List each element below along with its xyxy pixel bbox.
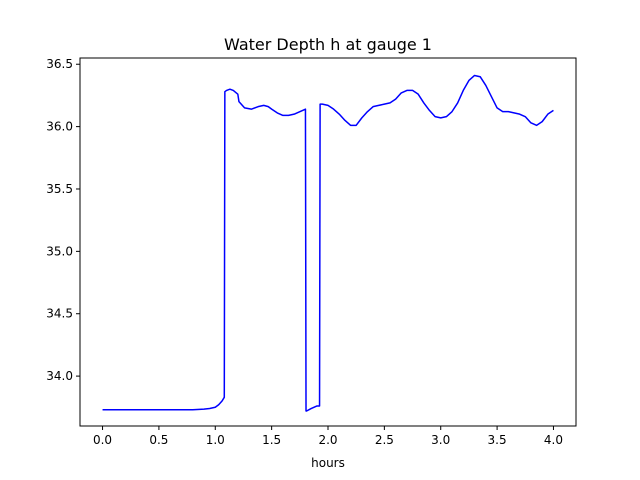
y-tick-label: 36.0 [46,120,73,134]
y-tick-label: 34.5 [46,307,73,321]
x-tick-label: 3.5 [488,433,507,447]
x-tick-label: 3.0 [431,433,450,447]
x-tick-label: 2.5 [375,433,394,447]
y-tick-label: 35.0 [46,244,73,258]
y-tick-label: 35.5 [46,182,73,196]
x-axis-label: hours [311,456,345,470]
x-tick-label: 1.0 [206,433,225,447]
x-tick-label: 4.0 [544,433,563,447]
chart-title: Water Depth h at gauge 1 [224,35,432,54]
y-tick-label: 36.5 [46,57,73,71]
x-tick-label: 0.0 [93,433,112,447]
plot-area [102,74,554,412]
x-tick-label: 2.0 [318,433,337,447]
x-tick-label: 1.5 [262,433,281,447]
y-tick-label: 34.0 [46,369,73,383]
axis-ticks: 0.0 0.5 1.0 1.5 2.0 2.5 3.0 3.5 4.0 34.0 34.5 35.0 3… [46,57,563,447]
x-tick-label: 0.5 [149,433,168,447]
series-line-1 [102,74,554,412]
axes-frame [79,57,577,427]
